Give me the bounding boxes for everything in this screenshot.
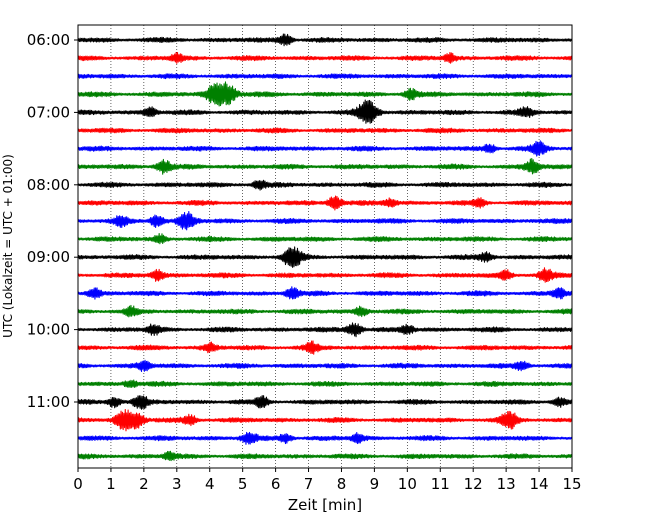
- x-tick-label: 15: [562, 475, 581, 493]
- x-tick-label: 6: [271, 475, 281, 493]
- trace-0800: [77, 179, 573, 191]
- x-tick-label: 5: [238, 475, 248, 493]
- x-tick-label: 4: [205, 475, 215, 493]
- trace-0645: [77, 81, 573, 107]
- x-tick-label: 2: [139, 475, 149, 493]
- x-tick-label: 3: [172, 475, 182, 493]
- trace-1015: [77, 340, 573, 355]
- x-tick-label: 0: [73, 475, 83, 493]
- x-tick-label: 13: [497, 475, 516, 493]
- trace-0830: [77, 210, 573, 231]
- x-tick-label: 9: [370, 475, 380, 493]
- trace-1130: [77, 431, 573, 445]
- trace-0815: [77, 195, 573, 211]
- trace-0615: [77, 51, 573, 64]
- x-axis-ticks: 0 1 2 3 4 5 6 7 8 9 10 11 12 13 14 15: [73, 468, 582, 493]
- trace-0845: [77, 233, 573, 245]
- y-tick-label: 07:00: [27, 103, 70, 121]
- trace-0630: [77, 73, 573, 80]
- trace-1030: [77, 359, 573, 372]
- trace-1100: [77, 395, 573, 410]
- y-axis-ticks: 06:00 07:00 08:00 09:00 10:00 11:00: [27, 31, 78, 411]
- y-tick-label: 08:00: [27, 176, 70, 194]
- trace-0730: [77, 140, 573, 157]
- seismogram-traces: [77, 33, 573, 462]
- y-tick-label: 09:00: [27, 248, 70, 266]
- x-tick-label: 8: [337, 475, 347, 493]
- trace-0600: [77, 33, 573, 47]
- plot-frame: [77, 24, 573, 469]
- x-grid: [110, 25, 540, 468]
- trace-0930: [77, 286, 573, 300]
- trace-1115: [77, 409, 573, 432]
- y-tick-label: 10:00: [27, 321, 70, 339]
- x-tick-label: 14: [530, 475, 549, 493]
- x-tick-label: 1: [106, 475, 116, 493]
- trace-1045: [77, 379, 573, 388]
- y-axis-label: UTC (Lokalzeit = UTC + 01:00): [1, 154, 15, 338]
- trace-0900: [77, 246, 573, 268]
- x-tick-label: 10: [398, 475, 417, 493]
- trace-0915: [77, 267, 573, 283]
- x-axis-label: Zeit [min]: [288, 496, 362, 514]
- y-tick-label: 06:00: [27, 31, 70, 49]
- trace-0945: [77, 304, 573, 318]
- x-tick-label: 11: [431, 475, 450, 493]
- trace-0715: [77, 127, 573, 134]
- trace-0745: [77, 158, 573, 175]
- x-tick-label: 7: [304, 475, 314, 493]
- x-tick-label: 12: [464, 475, 483, 493]
- y-tick-label: 11:00: [27, 393, 70, 411]
- trace-0700: [77, 99, 573, 124]
- trace-1000: [77, 322, 573, 338]
- trace-1145: [77, 450, 573, 462]
